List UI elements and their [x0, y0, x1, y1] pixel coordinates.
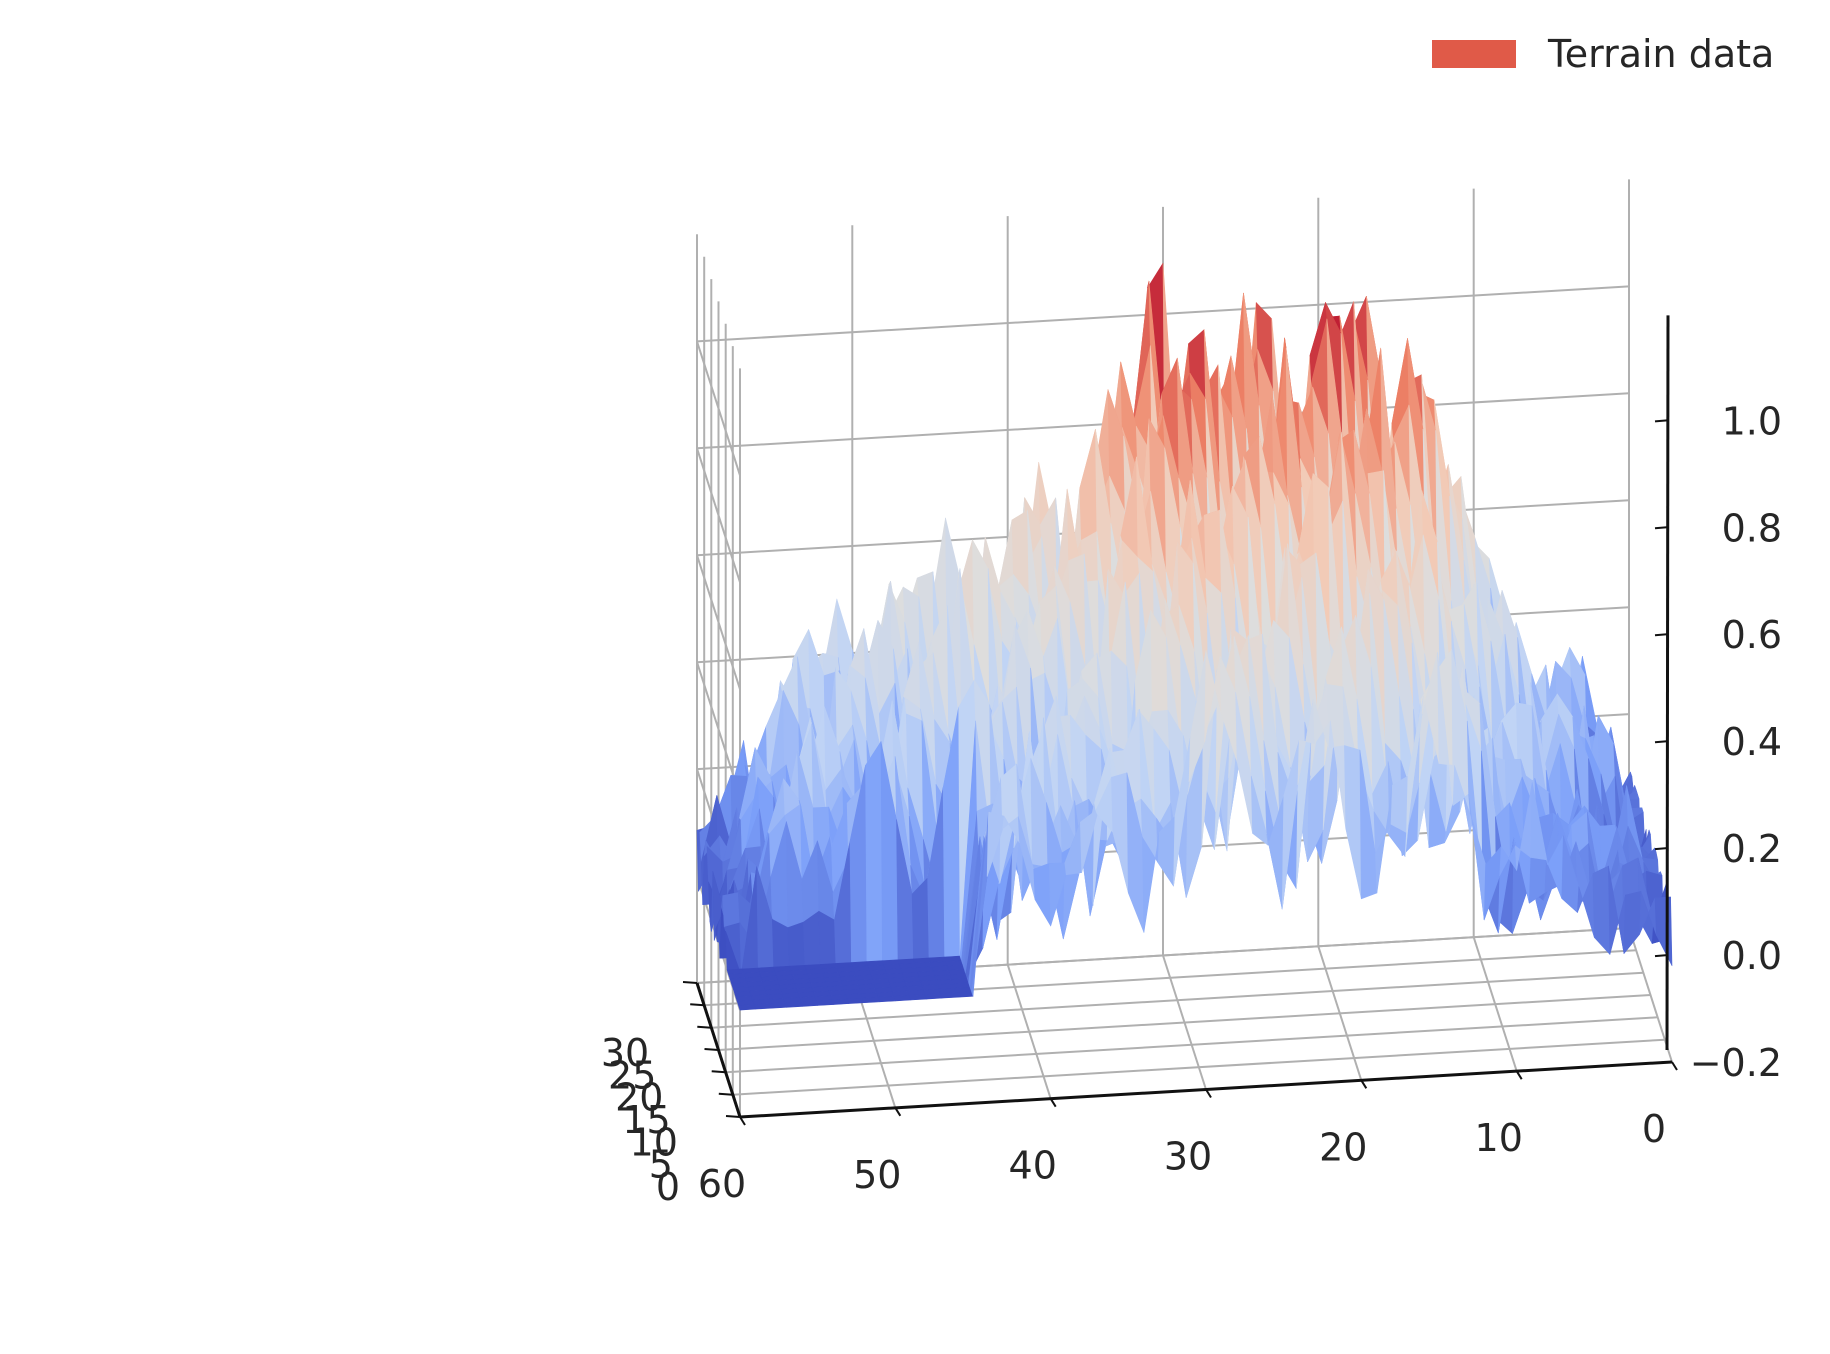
y-tick-5: [718, 1092, 733, 1096]
y-tick-0: [725, 1115, 741, 1118]
surface-facet: [909, 994, 927, 1001]
z-tick-label: −0.2: [1690, 1041, 1782, 1085]
y-tick-label: 0: [656, 1165, 680, 1209]
surface-facet: [924, 993, 943, 1000]
surface-facet: [722, 892, 741, 928]
surface-facet: [1390, 775, 1409, 833]
x-tick-label: 50: [853, 1153, 901, 1197]
z-axis-line: [1665, 315, 1670, 1051]
z-tick-4: [1654, 633, 1668, 637]
surface-facet: [1033, 863, 1051, 927]
y-tick-label: 25: [608, 1053, 656, 1097]
grid-wall-z-side-0.4: [696, 661, 741, 797]
z-tick-2: [1654, 847, 1668, 851]
legend: Terrain data: [1432, 32, 1774, 76]
x-tick-label: 20: [1319, 1125, 1367, 1169]
z-tick-label: 0.4: [1722, 720, 1782, 764]
surface-facet: [1111, 772, 1129, 894]
surface-facet: [1623, 890, 1642, 954]
y-tick-20: [697, 1025, 712, 1029]
y-tick-15: [704, 1048, 719, 1051]
x-tick-label: 10: [1475, 1116, 1523, 1160]
surface-facet: [1592, 865, 1611, 955]
surface-facet: [738, 1004, 756, 1011]
y-tick-label: 5: [649, 1143, 673, 1187]
surface-facet: [815, 999, 834, 1006]
x-tick-10: [1515, 1070, 1523, 1080]
surface-facet: [940, 992, 958, 999]
z-tick-3: [1654, 740, 1668, 744]
grid-wall-z-side-1: [696, 341, 741, 476]
y-tick-10: [711, 1070, 726, 1074]
y-tick-30: [682, 981, 698, 984]
surface-facet: [893, 995, 912, 1002]
surface-layer: [696, 262, 1673, 1011]
x-tick-40: [1049, 1098, 1057, 1108]
grid-floor-y-5: [732, 1038, 1665, 1096]
x-tick-60: [739, 1116, 746, 1126]
z-tick-1: [1654, 954, 1668, 958]
grid-floor-y-20: [711, 971, 1644, 1029]
legend-label: Terrain data: [1547, 32, 1774, 76]
x-tick-0: [1671, 1061, 1678, 1071]
z-tick-0: [1654, 1061, 1668, 1064]
grid-floor-y-10: [725, 1016, 1658, 1074]
surface-facet: [878, 996, 896, 1003]
z-tick-5: [1654, 526, 1668, 530]
grid-wall-z-side-0.6: [696, 554, 741, 690]
x-tick-label: 40: [1009, 1144, 1057, 1188]
surface-facet: [865, 741, 883, 962]
surface-facet: [1344, 745, 1362, 900]
surface-facet: [753, 1003, 772, 1010]
y-tick-label: 20: [615, 1076, 663, 1120]
surface-facet: [784, 1001, 803, 1008]
x-tick-30: [1205, 1088, 1212, 1099]
z-tick-6: [1654, 419, 1668, 423]
x-tick-50: [894, 1107, 902, 1117]
surface-facet: [787, 921, 806, 967]
surface-facet: [1079, 429, 1098, 541]
z-tick-label: 0.6: [1722, 613, 1782, 657]
z-tick-label: 0.8: [1722, 506, 1782, 550]
surface-facet: [831, 998, 850, 1005]
axis-layer: 60 50 40 30 20 10 0302520151050−0.20.00.20.40.…: [601, 315, 1782, 1209]
grid-floor-y-15: [718, 994, 1651, 1051]
surface-facet: [769, 1002, 787, 1009]
x-tick-label: 0: [1642, 1107, 1666, 1151]
y-tick-label: 10: [630, 1120, 678, 1164]
surface-facet: [800, 1000, 819, 1007]
x-tick-label: 30: [1164, 1135, 1212, 1179]
y-tick-25: [690, 1003, 705, 1007]
surface-facet: [955, 991, 974, 998]
z-tick-label: 0.2: [1722, 827, 1782, 871]
y-tick-label: 30: [601, 1031, 649, 1075]
x-tick-label: 60: [698, 1162, 746, 1206]
x-tick-20: [1360, 1079, 1368, 1089]
grid-wall-z-side-0.8: [696, 447, 741, 583]
surface-facet: [846, 997, 865, 1004]
z-tick-label: 0.0: [1722, 934, 1782, 978]
surface-facet: [862, 996, 881, 1004]
y-tick-label: 15: [622, 1098, 670, 1142]
z-tick-label: 1.0: [1722, 399, 1782, 443]
surface-facet: [1110, 650, 1129, 753]
legend-swatch: [1432, 40, 1516, 68]
surface-facet: [818, 910, 837, 965]
